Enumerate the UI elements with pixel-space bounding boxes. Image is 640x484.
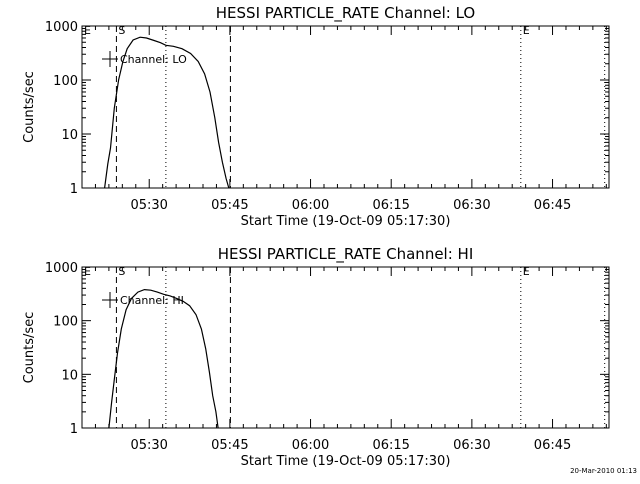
panel-1-x-tick-label: 06:45 — [534, 198, 571, 213]
panel-2-marker-label: S — [118, 265, 125, 278]
footer-timestamp: 20-Mar-2010 01:13 — [570, 467, 637, 475]
panel-2-series-line-1 — [108, 288, 219, 429]
panel-2-x-tick-label: 06:15 — [372, 438, 409, 453]
panel-2-y-tick-label: 1000 — [45, 261, 78, 276]
panel-2-y-tick-label: 10 — [61, 368, 78, 383]
panel-1-x-tick-label: 06:00 — [292, 198, 329, 213]
panel-2-x-tick-label: 05:45 — [211, 438, 248, 453]
panel-1-y-axis-label: Counts/sec — [22, 71, 37, 143]
panel-1-x-tick-label: 05:30 — [130, 198, 167, 213]
panel-1-legend-label: Channel: LO — [120, 53, 187, 66]
panel-2-marker-label: E — [523, 265, 530, 278]
panel-1-edge-marker-label: E — [84, 24, 91, 37]
panel-1-y-tick-label: 10 — [61, 128, 78, 143]
panel-2-edge-marker-label: E — [84, 265, 91, 278]
panel-1-y-tick-label: 1000 — [45, 20, 78, 35]
panel-2-x-tick-label: 06:30 — [453, 438, 490, 453]
panel-2-plot-frame — [81, 266, 610, 429]
panel-2-legend-label: Channel: HI — [120, 294, 184, 307]
panel-1-chart-title: HESSI PARTICLE_RATE Channel: LO — [216, 4, 475, 23]
panel-2-x-tick-label: 06:00 — [292, 438, 329, 453]
panel-2-chart-title: HESSI PARTICLE_RATE Channel: HI — [218, 245, 474, 264]
panel-1-series-line-1 — [104, 36, 230, 189]
panel-2-y-tick-label: 1 — [70, 422, 78, 437]
panel-2-x-tick-label: 05:30 — [130, 438, 167, 453]
panel-1-x-tick-label: 06:30 — [453, 198, 490, 213]
panel-2-y-tick-label: 100 — [53, 315, 78, 330]
panel-1-marker-label: S — [118, 24, 125, 37]
panel-2-x-tick-label: 06:45 — [534, 438, 571, 453]
panel-2-y-axis-label: Counts/sec — [22, 312, 37, 384]
panel-1-x-tick-label: 05:45 — [211, 198, 248, 213]
panel-1-y-tick-label: 100 — [53, 74, 78, 89]
panel-1-plot-frame — [81, 25, 610, 189]
panel-1-x-tick-label: 06:15 — [372, 198, 409, 213]
panel-1-y-tick-label: 1 — [70, 182, 78, 197]
panel-1-marker-label: E — [523, 24, 530, 37]
panel-2-x-axis-label: Start Time (19-Oct-09 05:17:30) — [241, 454, 451, 469]
panel-1-x-axis-label: Start Time (19-Oct-09 05:17:30) — [241, 214, 451, 229]
